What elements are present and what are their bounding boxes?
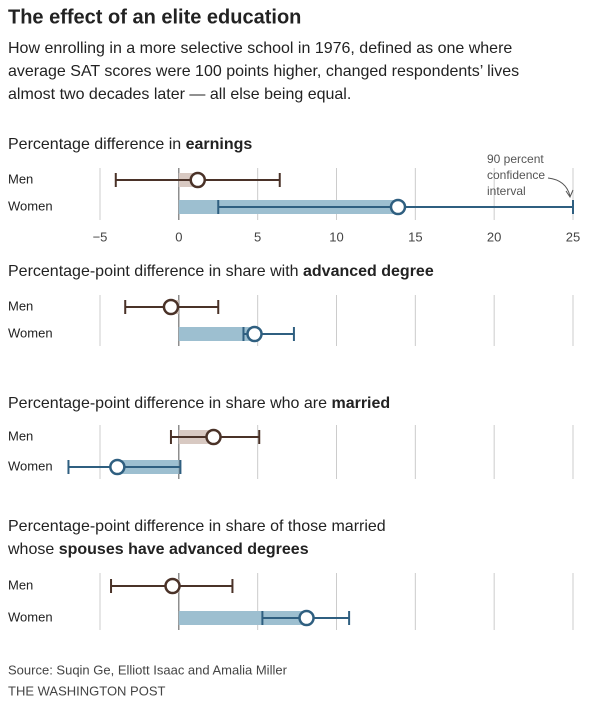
panel-title-part: earnings — [186, 136, 253, 153]
x-tick-label: 20 — [487, 229, 501, 244]
x-tick-label: 15 — [408, 229, 422, 244]
row-label: Men — [8, 428, 33, 443]
x-tick-label: 25 — [566, 229, 580, 244]
point — [162, 298, 180, 316]
point — [109, 458, 126, 476]
annotation: interval — [487, 184, 526, 198]
credit: THE WASHINGTON POST — [8, 683, 166, 698]
point — [298, 609, 315, 627]
panel-title-part: Percentage-point difference in share wit… — [8, 263, 303, 280]
subtitle: almost two decades later — all else bein… — [8, 86, 351, 103]
bar — [178, 327, 255, 341]
panel-title-part: married — [331, 395, 390, 412]
row-label: Men — [8, 298, 33, 313]
row-label: Men — [8, 577, 33, 592]
panel-title: Percentage-point difference in share who… — [8, 395, 390, 412]
point — [389, 198, 407, 216]
row-label: Women — [8, 325, 53, 340]
bar — [178, 611, 307, 625]
row-label: Women — [8, 458, 53, 473]
x-tick-label: −5 — [93, 229, 108, 244]
panel-title: Percentage-point difference in share of … — [8, 518, 386, 535]
panel-title: whose spouses have advanced degrees — [7, 541, 309, 558]
annotation-arrow — [547, 177, 571, 197]
x-tick-label: 5 — [254, 229, 261, 244]
point — [189, 171, 207, 189]
annotation-arrowhead — [565, 189, 574, 199]
page-title: The effect of an elite education — [8, 6, 301, 28]
x-tick-label: 10 — [329, 229, 343, 244]
panel-title-part: Percentage-point difference in share of … — [8, 518, 386, 535]
panel-title-part: advanced degree — [303, 263, 434, 280]
panel-title-part: spouses have advanced degrees — [59, 541, 309, 558]
x-tick-label: 0 — [175, 229, 182, 244]
annotation: 90 percent — [487, 152, 544, 166]
point — [164, 577, 181, 595]
source: Source: Suqin Ge, Elliott Isaac and Amal… — [8, 662, 288, 677]
subtitle: average SAT scores were 100 points highe… — [8, 63, 519, 80]
panel-title-part: whose — [7, 541, 59, 558]
subtitle: How enrolling in a more selective school… — [8, 40, 512, 57]
annotation: confidence — [487, 168, 545, 182]
panel-title-part: Percentage-point difference in share who… — [8, 395, 331, 412]
panel-title: Percentage-point difference in share wit… — [8, 263, 434, 280]
panel-title-part: Percentage difference in — [8, 136, 186, 153]
point — [205, 428, 222, 446]
row-label: Women — [8, 609, 53, 624]
point — [246, 325, 263, 343]
row-label: Women — [8, 198, 53, 213]
row-label: Men — [8, 171, 33, 186]
panel-title: Percentage difference in earnings — [8, 136, 252, 153]
